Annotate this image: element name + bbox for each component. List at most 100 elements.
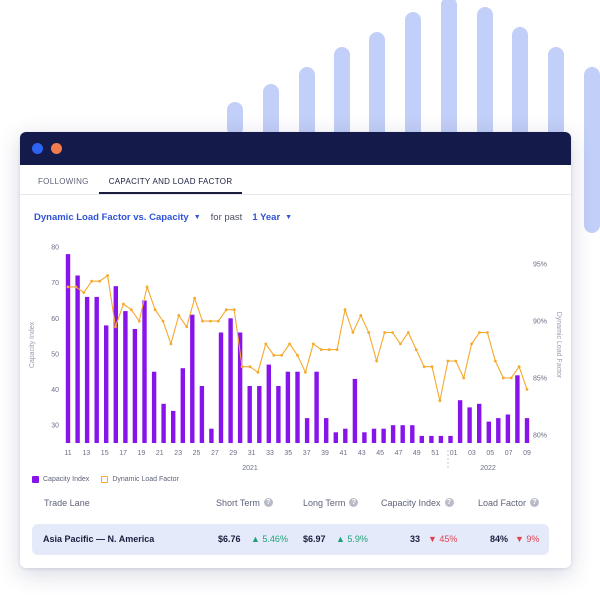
load-factor-point[interactable] (272, 353, 276, 357)
tab-following[interactable]: FOLLOWING (38, 177, 89, 186)
load-factor-point[interactable] (438, 399, 442, 403)
load-factor-point[interactable] (383, 331, 386, 334)
load-factor-point[interactable] (114, 325, 117, 329)
load-factor-point[interactable] (422, 365, 426, 369)
capacity-bar[interactable] (477, 403, 482, 443)
capacity-bar[interactable] (515, 375, 520, 443)
load-factor-point[interactable] (414, 348, 418, 351)
load-factor-point[interactable] (454, 359, 458, 363)
load-factor-point[interactable] (375, 359, 378, 363)
legend-item-load-factor[interactable]: Dynamic Load Factor (101, 476, 179, 483)
load-factor-point[interactable] (406, 331, 410, 334)
load-factor-point[interactable] (193, 296, 197, 300)
load-factor-point[interactable] (264, 342, 268, 346)
load-factor-point[interactable] (517, 365, 521, 369)
load-factor-point[interactable] (509, 376, 513, 380)
capacity-bar[interactable] (199, 386, 205, 443)
capacity-bar[interactable] (228, 318, 233, 443)
table-row[interactable]: Asia Pacific — N. America $6.76 ▲ 5.46% … (32, 524, 549, 555)
load-factor-point[interactable] (66, 285, 70, 289)
load-factor-point[interactable] (240, 365, 244, 369)
capacity-bar[interactable] (419, 435, 424, 443)
period-dropdown[interactable]: 1 Year ▼ (252, 212, 292, 223)
load-factor-point[interactable] (319, 348, 323, 351)
capacity-bar[interactable] (151, 371, 157, 443)
capacity-bar[interactable] (237, 332, 243, 444)
load-factor-point[interactable] (470, 342, 473, 346)
capacity-bar[interactable] (257, 386, 262, 443)
load-factor-point[interactable] (446, 359, 450, 363)
load-factor-point[interactable] (185, 325, 189, 329)
capacity-bar[interactable] (324, 418, 329, 443)
load-factor-point[interactable] (201, 319, 204, 323)
legend-item-capacity[interactable]: Capacity Index (32, 476, 89, 483)
load-factor-point[interactable] (359, 314, 363, 317)
window-dot-blue[interactable] (32, 143, 43, 154)
capacity-bar[interactable] (400, 425, 405, 443)
capacity-bar[interactable] (438, 435, 444, 443)
capacity-bar[interactable] (448, 435, 453, 443)
capacity-bar[interactable] (285, 371, 291, 443)
capacity-bar[interactable] (161, 403, 166, 443)
load-factor-point[interactable] (122, 302, 125, 306)
metric-dropdown[interactable]: Dynamic Load Factor vs. Capacity ▼ (34, 212, 201, 223)
capacity-bar[interactable] (457, 400, 463, 443)
load-factor-point[interactable] (391, 331, 394, 334)
load-factor-point[interactable] (335, 348, 339, 351)
help-icon[interactable]: ? (349, 498, 359, 507)
capacity-bar[interactable] (496, 418, 501, 443)
load-factor-point[interactable] (106, 274, 109, 277)
capacity-bar[interactable] (180, 368, 185, 443)
capacity-bar[interactable] (247, 386, 252, 443)
capacity-bar[interactable] (218, 332, 224, 444)
capacity-bar[interactable] (209, 428, 214, 443)
load-factor-point[interactable] (161, 319, 165, 323)
capacity-bar[interactable] (123, 311, 128, 443)
capacity-bar[interactable] (190, 314, 195, 443)
capacity-bar[interactable] (371, 428, 377, 443)
load-factor-point[interactable] (137, 319, 141, 323)
capacity-bar[interactable] (94, 296, 99, 443)
capacity-bar[interactable] (104, 325, 109, 443)
capacity-bar[interactable] (65, 254, 71, 443)
load-factor-point[interactable] (248, 365, 252, 369)
window-dot-orange[interactable] (51, 143, 62, 154)
load-factor-point[interactable] (343, 308, 347, 312)
capacity-bar[interactable] (304, 418, 310, 443)
capacity-bar[interactable] (410, 425, 415, 443)
load-factor-point[interactable] (304, 370, 307, 374)
load-factor-point[interactable] (153, 308, 157, 312)
help-icon[interactable]: ? (530, 498, 540, 507)
capacity-bar[interactable] (142, 300, 147, 444)
capacity-bar[interactable] (429, 435, 434, 443)
load-factor-point[interactable] (145, 285, 149, 289)
load-factor-point[interactable] (129, 308, 133, 312)
load-factor-point[interactable] (493, 359, 497, 363)
load-factor-point[interactable] (311, 342, 315, 346)
load-factor-point[interactable] (486, 331, 489, 334)
capacity-bar[interactable] (524, 418, 530, 443)
capacity-bar[interactable] (314, 371, 319, 443)
capacity-bar[interactable] (276, 386, 281, 443)
load-factor-point[interactable] (82, 291, 86, 294)
help-icon[interactable]: ? (444, 498, 454, 507)
load-factor-point[interactable] (90, 279, 94, 283)
load-factor-point[interactable] (288, 342, 291, 346)
capacity-bar[interactable] (266, 364, 271, 443)
capacity-bar[interactable] (381, 428, 386, 443)
load-factor-point[interactable] (462, 376, 466, 380)
load-factor-point[interactable] (177, 314, 181, 317)
capacity-bar[interactable] (486, 421, 491, 443)
load-factor-point[interactable] (351, 331, 355, 334)
capacity-bar[interactable] (352, 378, 358, 443)
load-factor-point[interactable] (232, 308, 236, 312)
capacity-bar[interactable] (362, 432, 367, 443)
load-factor-point[interactable] (478, 331, 481, 334)
capacity-bar[interactable] (295, 371, 300, 443)
capacity-bar[interactable] (505, 414, 511, 444)
capacity-bar[interactable] (75, 275, 80, 444)
load-factor-point[interactable] (399, 342, 402, 346)
capacity-bar[interactable] (467, 407, 472, 443)
load-factor-point[interactable] (501, 376, 505, 380)
load-factor-point[interactable] (169, 342, 173, 346)
